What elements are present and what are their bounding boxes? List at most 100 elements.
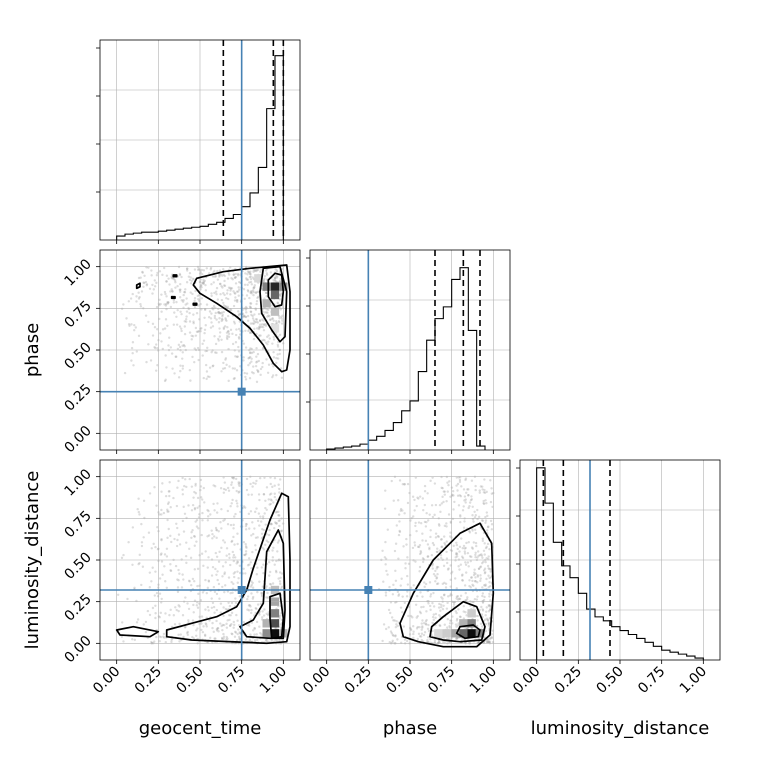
sample-point — [392, 634, 395, 637]
sample-point — [254, 291, 258, 295]
sample-point — [464, 501, 467, 504]
sample-point — [176, 538, 179, 542]
sample-point — [261, 347, 265, 350]
sample-point — [266, 335, 269, 339]
sample-point — [233, 367, 237, 370]
sample-point — [261, 610, 264, 613]
sample-point — [205, 349, 209, 353]
sample-point — [430, 504, 434, 507]
sample-point — [183, 320, 186, 323]
sample-point — [458, 480, 462, 484]
sample-point — [181, 344, 184, 347]
sample-point — [484, 499, 487, 502]
sample-point — [134, 326, 138, 329]
sample-point — [185, 516, 188, 520]
sample-point — [456, 624, 460, 627]
sample-point — [170, 638, 173, 642]
sample-point — [248, 604, 251, 607]
sample-point — [149, 359, 153, 362]
sample-point — [223, 541, 227, 544]
sample-point — [473, 510, 476, 513]
sample-point — [407, 562, 411, 565]
sample-point — [214, 567, 217, 571]
sample-point — [429, 604, 432, 608]
sample-point — [270, 304, 274, 307]
sample-point — [249, 618, 252, 621]
sample-point — [242, 342, 246, 345]
sample-point — [432, 605, 436, 608]
sample-point — [438, 503, 442, 507]
sample-point — [221, 315, 224, 318]
sample-point — [415, 616, 418, 619]
sample-point — [268, 503, 271, 506]
sample-point — [457, 597, 461, 600]
sample-point — [244, 378, 248, 381]
sample-point — [260, 594, 264, 598]
panel-body — [100, 40, 300, 240]
sample-point — [419, 551, 423, 554]
sample-point — [459, 615, 462, 619]
sample-point — [268, 582, 272, 586]
sample-point — [226, 305, 229, 309]
sample-point — [238, 564, 242, 568]
sample-point — [235, 489, 238, 493]
sample-point — [212, 605, 216, 609]
sample-point — [227, 332, 231, 336]
sample-point — [266, 371, 270, 374]
sample-point — [474, 576, 477, 579]
sample-point — [262, 319, 265, 322]
sample-point — [483, 542, 486, 545]
sample-point — [483, 488, 486, 492]
sample-point — [223, 481, 227, 484]
sample-point — [225, 336, 229, 339]
sample-point — [253, 626, 256, 630]
sample-point — [131, 526, 135, 529]
sample-point — [441, 640, 445, 644]
sample-point — [181, 614, 185, 617]
sample-point — [137, 334, 141, 338]
sample-point — [490, 633, 493, 636]
sample-point — [475, 614, 478, 618]
sample-point — [275, 559, 278, 563]
sample-point — [200, 552, 204, 555]
sample-point — [148, 586, 152, 589]
sample-point — [489, 568, 493, 571]
sample-point — [238, 571, 242, 575]
sample-point — [264, 269, 268, 272]
sample-point — [482, 501, 485, 505]
sample-point — [437, 641, 441, 644]
sample-point — [486, 619, 490, 622]
sample-point — [206, 515, 210, 518]
sample-point — [227, 273, 231, 276]
sample-point — [247, 493, 250, 496]
sample-point — [408, 491, 411, 495]
sample-point — [476, 556, 479, 559]
sample-point — [422, 633, 426, 637]
sample-point — [281, 305, 285, 309]
sample-point — [209, 266, 213, 270]
sample-point — [188, 320, 192, 323]
sample-point — [153, 346, 156, 349]
sample-point — [246, 270, 250, 273]
sample-point — [419, 591, 422, 594]
sample-point — [207, 534, 211, 537]
sample-point — [443, 490, 446, 493]
sample-point — [256, 296, 259, 300]
density-cell — [270, 609, 280, 618]
sample-point — [229, 286, 232, 290]
sample-point — [192, 611, 195, 614]
sample-point — [154, 570, 157, 573]
sample-point — [212, 630, 215, 634]
sample-point — [382, 580, 385, 583]
sample-point — [476, 575, 480, 578]
sample-point — [237, 624, 241, 627]
sample-point — [265, 308, 268, 311]
sample-point — [199, 284, 203, 287]
sample-point — [265, 508, 268, 511]
sample-point — [277, 510, 280, 513]
sample-point — [207, 509, 210, 513]
sample-point — [488, 576, 491, 580]
sample-point — [178, 345, 182, 349]
sample-point — [455, 541, 458, 544]
sample-point — [220, 350, 224, 354]
